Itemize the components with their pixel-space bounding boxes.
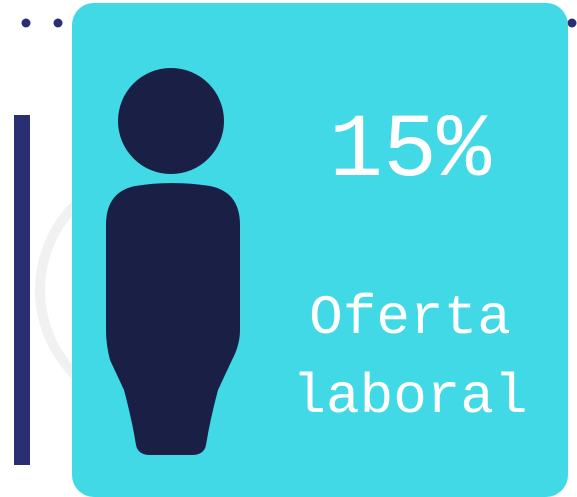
side-bar: [14, 115, 30, 465]
person-icon: [106, 68, 240, 455]
dotted-line: [21, 18, 577, 28]
dot: [53, 18, 63, 28]
dot: [567, 18, 577, 28]
stat-value: 15%: [329, 101, 492, 203]
person-head: [118, 68, 224, 174]
dot: [21, 18, 31, 28]
person-body: [106, 183, 240, 455]
stat-label: Oferta: [309, 286, 511, 350]
stat-label: laboral: [292, 365, 527, 429]
